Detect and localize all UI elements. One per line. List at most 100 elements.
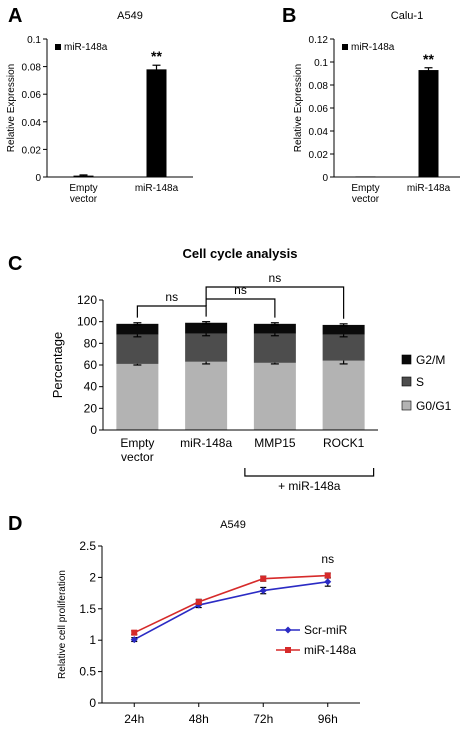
panel-c-ytick-label: 40 <box>84 380 98 394</box>
panel-d-legend-marker <box>285 647 291 653</box>
panel-c-x-label: vector <box>121 450 154 464</box>
panel-a-ytick-label: 0.04 <box>22 118 42 129</box>
panel-d-y-label: Relative cell proliferation <box>57 570 68 679</box>
panel-c-legend-swatch <box>401 400 412 411</box>
panel-b-y-label: Relative Expression <box>293 64 304 152</box>
panel-c-y-label: Percentage <box>50 332 65 399</box>
panel-d-ytick-label: 0 <box>89 696 96 710</box>
panel-d-marker-scr-mir <box>130 636 138 644</box>
panel-d-legend-label: Scr-miR <box>304 623 348 637</box>
panel-b-ytick-label: 0.1 <box>314 58 328 69</box>
panel-d-line-mir-148a <box>133 574 328 634</box>
panel-a-x-label: Empty <box>69 183 97 194</box>
panel-d-ytick-label: 2 <box>89 570 96 584</box>
panel-c-segment-g2-m <box>116 323 159 335</box>
panel-c-segment-s <box>322 334 365 361</box>
panel-c-segment-g0-g1 <box>185 361 228 430</box>
panel-d-ns-label: ns <box>321 552 334 566</box>
panel-d-letter: D <box>8 513 22 535</box>
panel-a-y-label: Relative Expression <box>6 64 17 152</box>
panel-c-legend-swatch <box>401 354 412 365</box>
panel-a-title: A549 <box>117 10 143 22</box>
panel-d-legend-label: miR-148a <box>304 643 356 657</box>
panel-c-bracket <box>205 286 345 319</box>
panel-a-x-label: vector <box>70 194 98 205</box>
panel-c-legend-label: G0/G1 <box>416 399 452 413</box>
panel-c-segment-s <box>185 333 228 362</box>
panel-d-line-scr-mir <box>133 581 328 641</box>
panel-d-marker-scr-mir <box>259 587 267 595</box>
panel-c-bracket <box>205 298 276 318</box>
panel-c-ytick-label: 60 <box>84 358 98 372</box>
panel-c-segment-g0-g1 <box>253 362 296 430</box>
panel-b-ytick-label: 0.04 <box>309 127 329 138</box>
panel-d-ytick-label: 1.5 <box>79 602 96 616</box>
panel-a-bar <box>146 69 167 177</box>
panel-c-letter: C <box>8 253 22 275</box>
panel-b-x-label: Empty <box>351 183 379 194</box>
panel-d-x-label: 48h <box>189 712 209 726</box>
panel-c-x-label: MMP15 <box>254 436 296 450</box>
panel-c-ytick-label: 120 <box>77 293 97 307</box>
panel-a-legend-swatch <box>55 44 61 50</box>
panel-c-ns-label: ns <box>165 290 178 304</box>
panel-b-ytick-label: 0.12 <box>309 35 329 46</box>
panel-d-ytick-label: 1 <box>89 633 96 647</box>
panel-d-ytick-label: 2.5 <box>79 539 96 553</box>
panel-b-x-label: miR-148a <box>407 183 451 194</box>
panel-c-group-label: + miR-148a <box>278 479 341 493</box>
panel-a-ytick-label: 0.1 <box>27 35 41 46</box>
panel-c-x-label: ROCK1 <box>323 436 365 450</box>
panel-c-segment-g2-m <box>185 322 228 334</box>
panel-b-ytick-label: 0.02 <box>309 150 329 161</box>
panel-d-ytick-label: 0.5 <box>79 665 96 679</box>
panel-a-significance: ** <box>151 48 162 64</box>
panel-a-ytick-label: 0.08 <box>22 63 42 74</box>
panel-c-segment-g0-g1 <box>322 360 365 430</box>
panel-a-letter: A <box>8 5 22 27</box>
panel-d-marker-mir-148a <box>131 629 138 636</box>
panel-c-legend-swatch <box>401 376 412 387</box>
panel-c-x-label: Empty <box>120 436 154 450</box>
panel-c-segment-g2-m <box>253 323 296 334</box>
panel-c-group-bracket <box>244 468 375 477</box>
panel-a-legend-label: miR-148a <box>64 42 108 53</box>
panel-d-title: A549 <box>220 519 246 531</box>
panel-d-marker-scr-mir <box>324 578 332 586</box>
panel-d-legend-marker <box>284 626 292 634</box>
panel-b-significance: ** <box>423 51 434 67</box>
panel-b-ytick-label: 0.06 <box>309 104 329 115</box>
panel-a-x-label: miR-148a <box>135 183 179 194</box>
panel-b-title: Calu-1 <box>391 10 423 22</box>
panel-c-segment-g2-m <box>322 324 365 335</box>
panel-b-legend-label: miR-148a <box>351 42 395 53</box>
panel-c-title: Cell cycle analysis <box>183 246 298 261</box>
panel-c-ytick-label: 0 <box>90 423 97 437</box>
panel-b-ytick-label: 0 <box>322 173 328 184</box>
panel-b-bar <box>418 70 439 177</box>
panel-a-ytick-label: 0.06 <box>22 90 42 101</box>
panel-b-x-label: vector <box>352 194 380 205</box>
panel-d-x-label: 72h <box>253 712 273 726</box>
panel-a-ytick-label: 0 <box>35 173 41 184</box>
panel-c-bracket <box>136 305 207 318</box>
panel-c-ytick-label: 80 <box>84 336 98 350</box>
panel-d-marker-mir-148a <box>260 575 267 582</box>
panel-c-segment-s <box>253 333 296 363</box>
panel-a-ytick-label: 0.02 <box>22 145 42 156</box>
panel-c-x-label: miR-148a <box>180 436 232 450</box>
panel-c-ytick-label: 100 <box>77 315 97 329</box>
panel-d-marker-mir-148a <box>324 572 331 579</box>
panel-c-segment-g0-g1 <box>116 363 159 430</box>
panel-b-legend-swatch <box>342 44 348 50</box>
panel-c-legend-label: S <box>416 375 424 389</box>
panel-c-ns-label: ns <box>234 283 247 297</box>
panel-d-marker-mir-148a <box>195 598 202 605</box>
panel-c-ytick-label: 20 <box>84 401 98 415</box>
panel-b-letter: B <box>282 5 296 27</box>
panel-b-ytick-label: 0.08 <box>309 81 329 92</box>
panel-c-ns-label: ns <box>269 271 282 285</box>
panel-d-x-label: 24h <box>124 712 144 726</box>
panel-c-legend-label: G2/M <box>416 353 445 367</box>
